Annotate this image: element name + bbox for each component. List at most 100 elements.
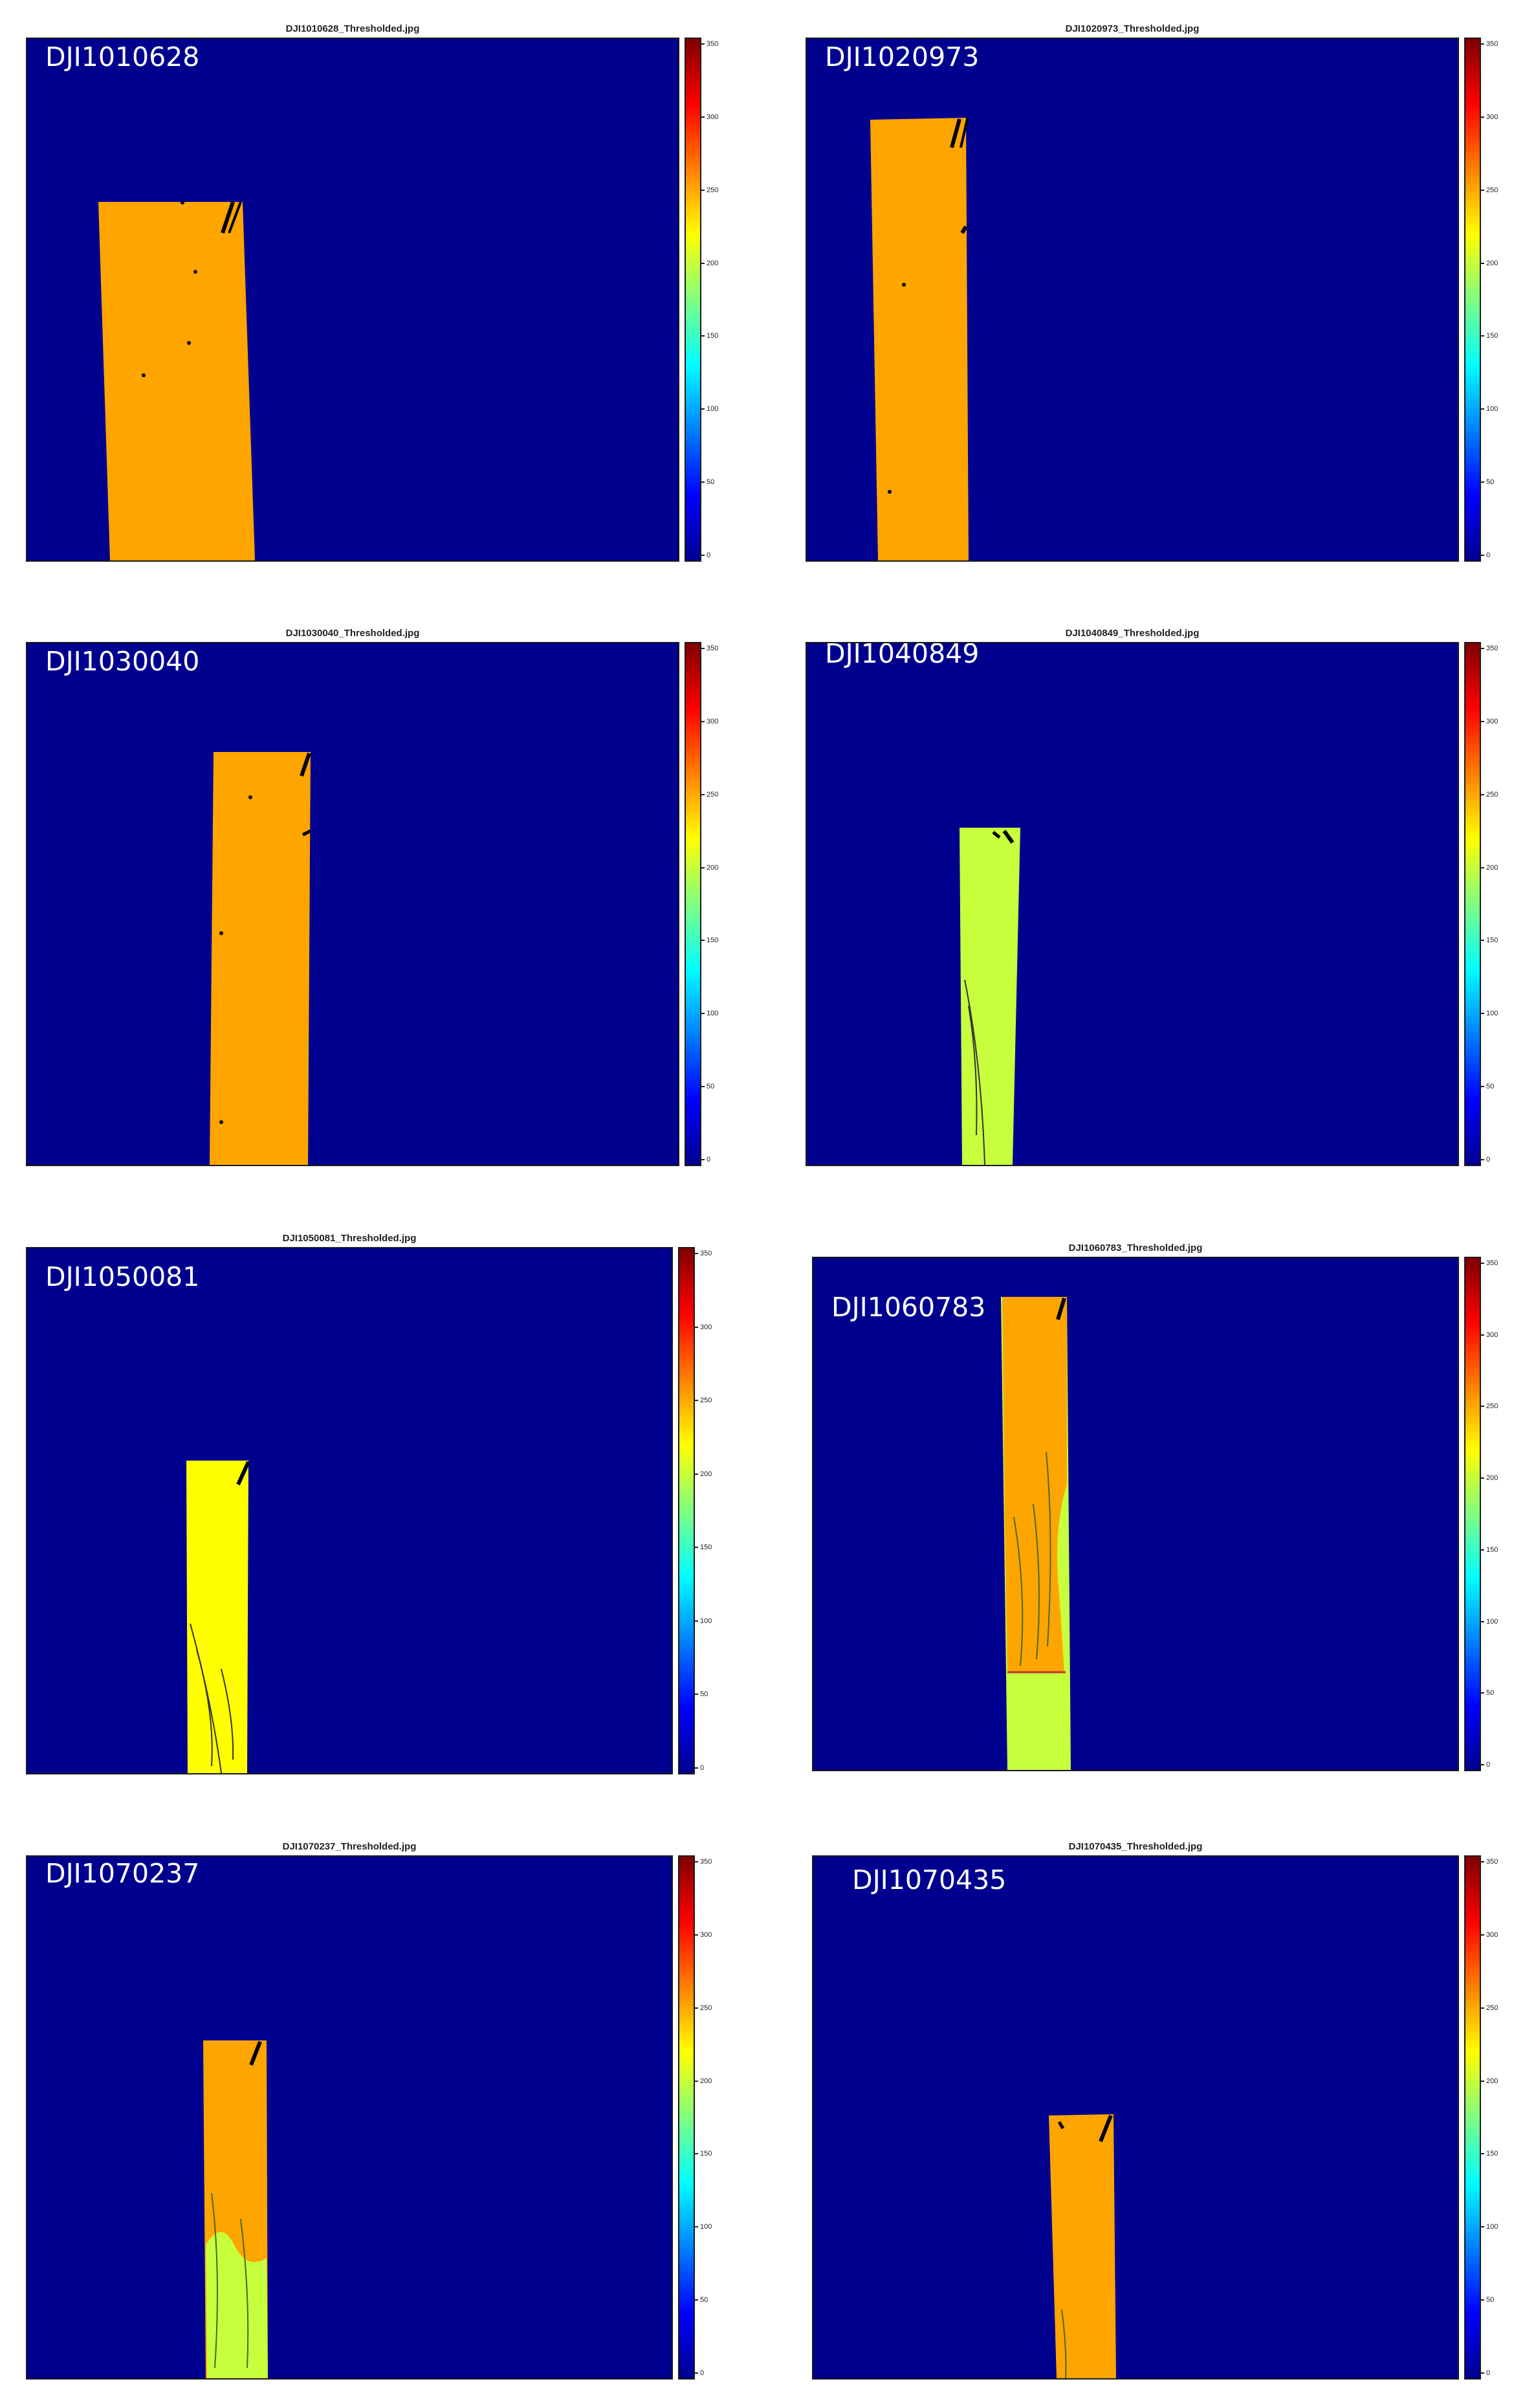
colorbar-tick-mark	[1481, 1934, 1484, 1936]
colorbar-tick-mark	[1481, 1692, 1484, 1694]
colorbar-tick-mark	[1481, 1263, 1484, 1264]
colorbar-tick-mark	[695, 1694, 698, 1696]
thresholded-image: DJI1020973	[806, 38, 1459, 562]
colorbar-tick-mark	[1481, 1549, 1484, 1551]
colorbar-tick-label: 200	[700, 1470, 712, 1478]
colorbar-tick-mark	[695, 1326, 698, 1328]
colorbar-tick-mark	[695, 1934, 698, 1936]
colorbar-tick-mark	[701, 648, 705, 649]
colorbar-tick-mark	[701, 867, 705, 868]
colorbar-tick-label: 150	[1486, 332, 1498, 340]
colorbar-tick-mark	[1481, 1334, 1484, 1336]
colorbar-tick-label: 250	[700, 1397, 712, 1405]
colorbar	[1464, 642, 1481, 1166]
colorbar	[1464, 1855, 1481, 2380]
colorbar-tick-label: 350	[1486, 645, 1498, 652]
colorbar-tick-mark	[695, 1767, 698, 1769]
colorbar-tick-label: 150	[707, 332, 719, 340]
colorbar-tick-label: 0	[1486, 2369, 1491, 2377]
thresholded-image: DJI1060783	[812, 1257, 1459, 1771]
colorbar-tick-mark	[1481, 43, 1484, 45]
colorbar-tick-label: 300	[700, 1323, 712, 1331]
colorbar-tick-mark	[1481, 2007, 1484, 2009]
colorbar-tick-mark	[1481, 2080, 1484, 2082]
colorbar-tick-mark	[1481, 2153, 1484, 2155]
thresholded-image: DJI1040849	[806, 642, 1459, 1166]
colorbar-tick-label: 300	[707, 717, 719, 725]
thresholded-mask	[186, 1461, 250, 1773]
colorbar-tick-mark	[701, 555, 705, 556]
thresholded-mask	[1001, 1297, 1071, 1770]
colorbar-tick-label: 100	[1486, 405, 1498, 414]
colorbar-tick-label: 150	[1486, 936, 1498, 945]
colorbar-tick-label: 50	[1486, 478, 1495, 487]
colorbar-tick-label: 50	[1486, 1083, 1495, 1091]
colorbar-tick-mark	[701, 408, 705, 410]
colorbar-tick-mark	[1481, 720, 1484, 722]
colorbar-tick-mark	[1481, 1477, 1484, 1479]
image-label: DJI1070435	[852, 1864, 1007, 1895]
thresholded-image: DJI1070237	[26, 1855, 673, 2380]
colorbar-tick-mark	[701, 1013, 705, 1015]
thresholded-image: DJI1010628	[26, 38, 679, 562]
colorbar-tick-label: 350	[707, 40, 719, 48]
colorbar-tick-mark	[701, 189, 705, 191]
thresholded-image: DJI1050081	[26, 1247, 673, 1774]
panel-3: DJI1030040_Thresholded.jpg DJI1030040 35…	[26, 628, 725, 1171]
colorbar-tick-label: 200	[707, 863, 719, 872]
colorbar-tick-label: 250	[707, 186, 719, 194]
colorbar-tick-mark	[701, 1086, 705, 1088]
panel-2: DJI1020973_Thresholded.jpg DJI1020973 35…	[806, 23, 1504, 567]
image-label: DJI1020973	[825, 41, 980, 72]
colorbar	[685, 642, 701, 1166]
colorbar-tick-label: 100	[707, 1010, 719, 1018]
colorbar-tick-mark	[1481, 940, 1484, 942]
panel-title: DJI1050081_Thresholded.jpg	[282, 1233, 417, 1244]
colorbar-tick-label: 300	[700, 1930, 712, 1939]
panel-title: DJI1060783_Thresholded.jpg	[1068, 1243, 1203, 1254]
threshold-region	[960, 828, 1020, 1165]
colorbar-tick-mark	[1481, 2372, 1484, 2374]
thresholded-mask	[203, 2040, 268, 2378]
colorbar-tick-mark	[701, 262, 705, 264]
colorbar-tick-mark	[695, 2080, 698, 2082]
colorbar-tick-label: 100	[700, 1617, 712, 1625]
colorbar-tick-label: 200	[1486, 259, 1498, 267]
colorbar-tick-mark	[695, 1861, 698, 1862]
colorbar-tick-mark	[1481, 116, 1484, 118]
colorbar-tick-mark	[695, 2153, 698, 2155]
thresholded-mask	[210, 752, 312, 1165]
colorbar-tick-mark	[701, 43, 705, 45]
panel-6: DJI1060783_Thresholded.jpg DJI1060783 35…	[812, 1243, 1504, 1786]
colorbar	[1464, 38, 1481, 562]
colorbar-tick-label: 350	[700, 1858, 712, 1866]
threshold-region-upper	[1002, 1297, 1067, 1672]
colorbar-tick-label: 0	[707, 1156, 711, 1164]
colorbar-tick-label: 50	[700, 2296, 708, 2304]
colorbar-tick-label: 50	[1486, 1689, 1495, 1697]
colorbar-tick-label: 100	[1486, 2223, 1498, 2231]
colorbar-tick-mark	[1481, 2299, 1484, 2301]
panel-title: DJI1020973_Thresholded.jpg	[1065, 23, 1200, 34]
colorbar-tick-label: 350	[707, 645, 719, 652]
colorbar-tick-label: 200	[700, 2077, 712, 2085]
thresholded-mask	[1049, 2114, 1116, 2378]
panel-7: DJI1070237_Thresholded.jpg DJI1070237 35…	[26, 1841, 718, 2385]
colorbar-tick-mark	[695, 2226, 698, 2228]
colorbar-tick-mark	[1481, 1159, 1484, 1160]
colorbar-tick-label: 350	[700, 1250, 712, 1257]
colorbar-tick-mark	[701, 481, 705, 483]
colorbar-tick-mark	[701, 1159, 705, 1160]
panel-title: DJI1040849_Thresholded.jpg	[1065, 628, 1200, 639]
colorbar-tick-mark	[1481, 867, 1484, 868]
colorbar-tick-mark	[701, 720, 705, 722]
image-label: DJI1040849	[825, 642, 980, 669]
colorbar-tick-label: 50	[1486, 2296, 1495, 2304]
colorbar-tick-label: 200	[1486, 2077, 1498, 2085]
colorbar-tick-mark	[701, 940, 705, 942]
colorbar-tick-label: 250	[707, 790, 719, 799]
colorbar-tick-label: 250	[700, 2004, 712, 2012]
colorbar-tick-label: 0	[1486, 1761, 1491, 1769]
threshold-region-lower	[206, 2232, 268, 2378]
colorbar-tick-label: 0	[1486, 551, 1491, 559]
